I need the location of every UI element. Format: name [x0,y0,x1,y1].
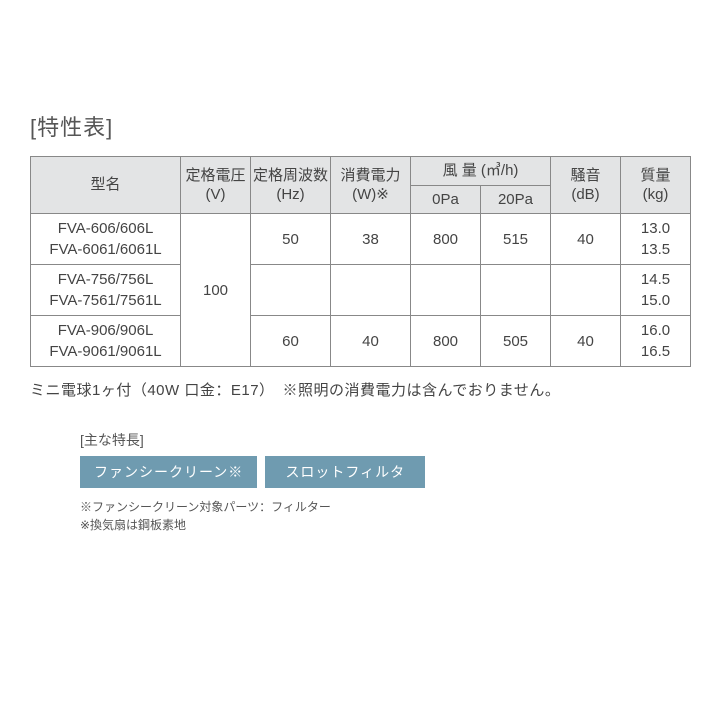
feature-note: ※ファンシークリーン対象パーツ：フィルター ※換気扇は鋼板素地 [80,498,690,534]
hdr-airflow: 風 量 (㎥/h) [411,157,551,186]
hdr-air-0pa: 0Pa [411,185,481,214]
cell-air0: 800 [411,316,481,367]
cell-power: 38 [331,214,411,265]
hdr-frequency: 定格周波数(Hz) [251,157,331,214]
feature-badge: ファンシークリーン※ [80,456,257,488]
cell-air0 [411,265,481,316]
features-section: [主な特長] ファンシークリーン※ スロットフィルタ ※ファンシークリーン対象パ… [30,430,690,534]
table-row: FVA-906/906LFVA-9061/9061L 60 40 800 505… [31,316,691,367]
table-footnote: ミニ電球1ヶ付（40W 口金：E17） ※照明の消費電力は含んでおりません。 [30,379,690,400]
badge-row: ファンシークリーン※ スロットフィルタ [80,456,690,488]
table-row: FVA-756/756LFVA-7561/7561L 14.515.0 [31,265,691,316]
cell-model: FVA-606/606LFVA-6061/6061L [31,214,181,265]
cell-freq [251,265,331,316]
table-row: FVA-606/606LFVA-6061/6061L 100 50 38 800… [31,214,691,265]
cell-mass: 14.515.0 [621,265,691,316]
cell-model: FVA-906/906LFVA-9061/9061L [31,316,181,367]
hdr-mass: 質量(kg) [621,157,691,214]
cell-freq: 60 [251,316,331,367]
cell-model: FVA-756/756LFVA-7561/7561L [31,265,181,316]
cell-air20: 515 [481,214,551,265]
cell-noise: 40 [551,316,621,367]
cell-freq: 50 [251,214,331,265]
hdr-power: 消費電力(W)※ [331,157,411,214]
spec-table: 型名 定格電圧(V) 定格周波数(Hz) 消費電力(W)※ 風 量 (㎥/h) … [30,156,691,367]
cell-air20: 505 [481,316,551,367]
table-title: [特性表] [30,110,690,142]
header-row-1: 型名 定格電圧(V) 定格周波数(Hz) 消費電力(W)※ 風 量 (㎥/h) … [31,157,691,186]
hdr-model: 型名 [31,157,181,214]
cell-mass: 13.013.5 [621,214,691,265]
feature-badge: スロットフィルタ [265,456,425,488]
cell-power: 40 [331,316,411,367]
cell-power [331,265,411,316]
cell-noise [551,265,621,316]
cell-noise: 40 [551,214,621,265]
hdr-voltage: 定格電圧(V) [181,157,251,214]
features-title: [主な特長] [80,430,690,450]
cell-mass: 16.016.5 [621,316,691,367]
cell-air20 [481,265,551,316]
hdr-noise: 騒音(dB) [551,157,621,214]
cell-voltage: 100 [181,214,251,367]
cell-air0: 800 [411,214,481,265]
hdr-air-20pa: 20Pa [481,185,551,214]
